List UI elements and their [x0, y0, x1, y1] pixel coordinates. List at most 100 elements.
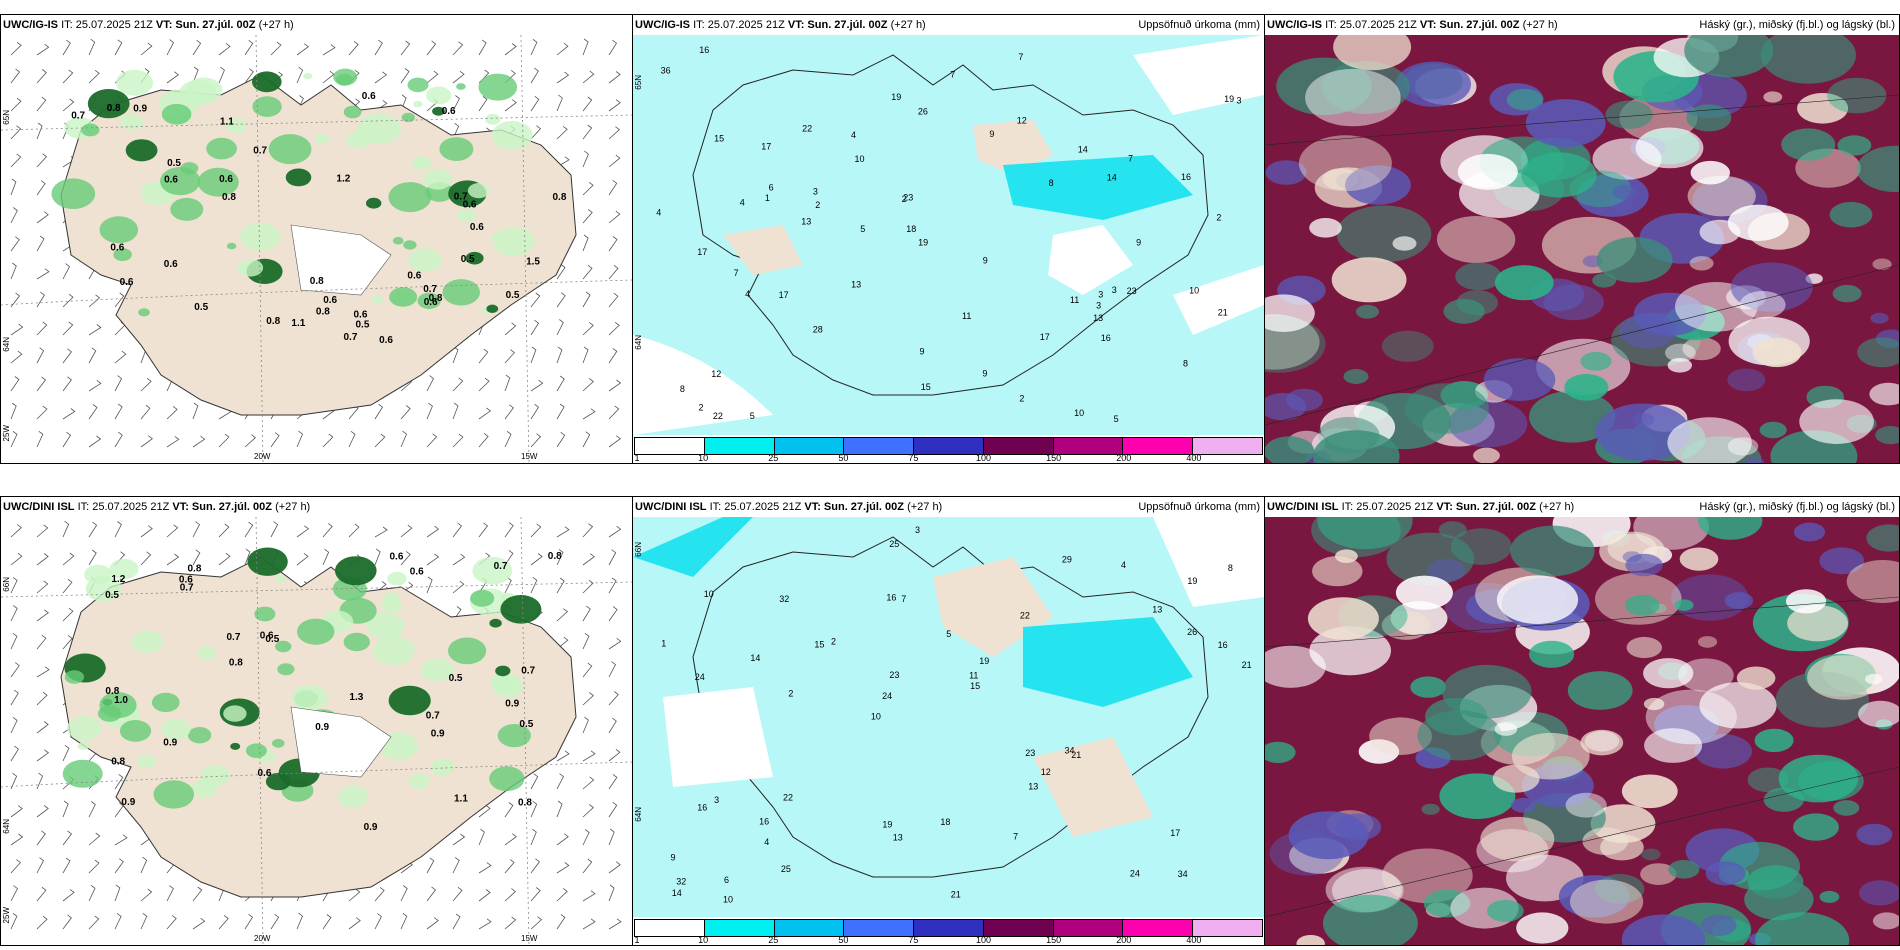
wind-barb — [296, 43, 309, 56]
wind-barb — [270, 913, 280, 930]
value-label: 4 — [764, 837, 769, 847]
cloud-cell — [1296, 935, 1325, 945]
precip-cell — [439, 137, 474, 161]
wind-barb — [608, 292, 619, 308]
wind-barb — [582, 553, 595, 566]
cloud-cell — [1778, 754, 1859, 803]
precip-cell — [492, 226, 535, 257]
wind-barb — [426, 886, 437, 902]
value-label: 0.6 — [323, 295, 337, 306]
cloud-cell — [1322, 894, 1418, 945]
value-label: 0.8 — [266, 316, 280, 327]
value-label: 0.8 — [316, 307, 330, 318]
wind-barb — [374, 526, 388, 538]
value-label: 8 — [1049, 178, 1054, 188]
wind-barb — [426, 70, 439, 84]
wind-barb — [556, 125, 568, 140]
wind-barb — [530, 887, 541, 902]
value-label: 0.8 — [548, 551, 562, 562]
cloud-cell — [1506, 88, 1544, 111]
cloud-cell — [1608, 196, 1633, 211]
cloud-cover-map[interactable] — [1265, 35, 1899, 463]
wind-barb — [556, 773, 565, 790]
lon-tick-2: 15W — [521, 452, 538, 461]
value-label: 2 — [699, 402, 704, 412]
wind-barb — [322, 433, 334, 448]
wind-barb — [530, 379, 544, 392]
value-label: 0.8 — [429, 293, 443, 304]
colorbar-label: 25 — [768, 453, 779, 463]
wind-barb — [10, 524, 22, 538]
wind-barb — [192, 66, 199, 84]
value-label: 0.9 — [133, 104, 147, 115]
iceland-outline — [692, 54, 1209, 396]
wind-barb — [296, 430, 303, 448]
precip-cell — [254, 606, 276, 622]
cloud-cell — [1698, 517, 1763, 540]
cloud-cell — [1759, 421, 1787, 439]
wind-barb — [478, 348, 489, 364]
value-label: 12 — [711, 369, 721, 379]
wind-barb — [400, 430, 407, 448]
wind-barb — [10, 41, 22, 56]
wind-barb — [426, 857, 435, 874]
wind-barb — [582, 96, 593, 112]
value-label: 0.8 — [229, 657, 243, 668]
wind-barb — [192, 549, 201, 566]
value-label: 13 — [1152, 604, 1162, 614]
colorbar-swatch — [844, 920, 915, 936]
wind-precip-map[interactable]: 0.7 0.9 0.9 0.8 0.5 1.1 0.8 0.6 0.7 0.9 0.5 0.8 1.2 0… — [1, 517, 632, 945]
precip-cell — [497, 724, 531, 748]
value-label: 0.6 — [260, 630, 274, 641]
wind-precip-map[interactable]: 0.8 0.6 1.2 0.7 0.8 0.6 0.8 0.6 0.7 0.5 0.6 0.5 1.1 0… — [1, 35, 632, 463]
value-label: 16 — [1218, 640, 1228, 650]
wind-barb — [322, 44, 336, 56]
wind-barb — [556, 888, 568, 902]
cloud-cell — [1584, 730, 1620, 752]
wind-barb — [556, 403, 565, 420]
wind-barb — [556, 94, 563, 112]
wind-barb — [62, 431, 72, 448]
lat-tick-1: 65N — [2, 110, 11, 125]
wind-barb — [608, 379, 622, 392]
wind-barb — [452, 553, 466, 566]
wind-barb — [426, 576, 433, 594]
wind-barb — [36, 69, 47, 84]
cloud-cell — [1755, 912, 1850, 945]
wind-barb — [608, 606, 618, 622]
panel-header: UWC/IG-IS IT: 25.07.2025 21Z VT: Sun. 27… — [633, 15, 926, 35]
colorbar-label: 10 — [698, 935, 709, 945]
accumulated-precip-map[interactable]: 34 24 19 10 22 6 16 5 3 2 9 4 7 19 21 10 25 21 23 26 24 19 23 3… — [633, 517, 1264, 917]
wind-barb — [114, 858, 124, 874]
wind-barb — [478, 828, 485, 846]
wind-barb — [62, 889, 75, 902]
value-label: 11 — [962, 311, 971, 321]
cloud-cover-map[interactable] — [1265, 517, 1899, 945]
cloud-cell — [1668, 860, 1700, 879]
wind-barb — [374, 403, 384, 420]
accumulated-precip-map[interactable]: 9 11 13 7 6 9 7 8 9 10 4 3 5 2 2 3 12 4 5 7 9 10 3 7 2 13 8 4 3 8 9 17 1… — [633, 35, 1264, 435]
cloud-cell — [1697, 636, 1718, 648]
precip-cell — [432, 106, 445, 116]
wind-barb — [218, 433, 230, 448]
value-label: 21 — [1071, 750, 1081, 760]
wind-barb — [114, 431, 123, 448]
wind-barb — [582, 181, 594, 196]
precip-cell — [226, 242, 237, 250]
wind-barb — [582, 829, 590, 846]
precip-cell — [77, 742, 90, 751]
value-label: 0.7 — [227, 632, 241, 643]
wind-barb — [10, 717, 18, 734]
cloud-cell — [1727, 204, 1789, 241]
valid-time: Sun. 27.júl. 00Z — [1439, 19, 1520, 31]
wind-barb — [244, 521, 254, 538]
wind-barb — [348, 917, 361, 930]
value-label: 3 — [1098, 289, 1103, 299]
cloud-cell — [1369, 717, 1432, 755]
wind-barb — [400, 405, 411, 420]
value-label: 10 — [723, 894, 733, 904]
precip-cell — [357, 113, 401, 145]
wind-barb — [10, 153, 22, 168]
wind-barb — [218, 552, 231, 566]
wind-barb — [36, 915, 48, 930]
